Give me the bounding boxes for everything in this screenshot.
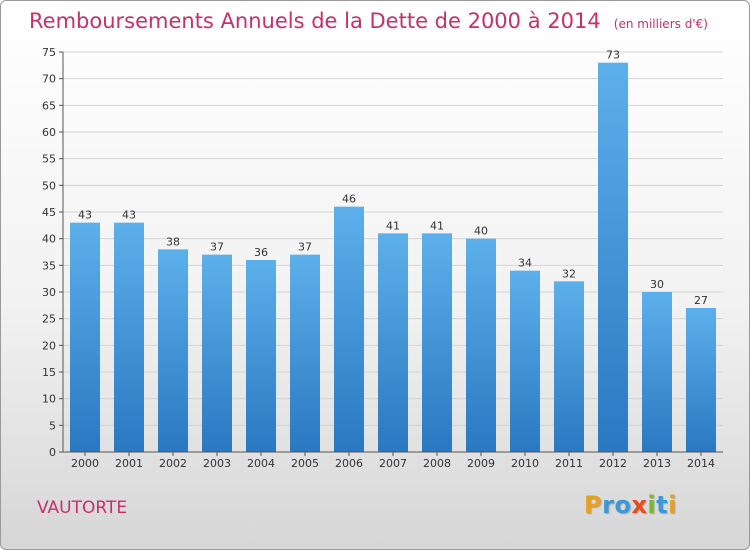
chart-title: Remboursements Annuels de la Dette de 20…: [29, 9, 601, 33]
proxiti-logo: Proxiti: [584, 491, 677, 519]
x-tick-label: 2012: [599, 457, 627, 470]
x-tick-label: 2000: [71, 457, 99, 470]
logo-letter: i: [647, 491, 657, 519]
y-tick-label: 45: [42, 206, 56, 219]
y-tick-label: 35: [42, 259, 56, 272]
x-tick-label: 2013: [643, 457, 671, 470]
bar: [466, 238, 496, 452]
bar: [554, 281, 584, 452]
bar: [290, 254, 320, 452]
x-tick-label: 2002: [159, 457, 187, 470]
y-tick-label: 30: [42, 286, 56, 299]
y-tick-label: 40: [42, 233, 56, 246]
data-label: 46: [342, 193, 356, 206]
x-tick-label: 2011: [555, 457, 583, 470]
y-tick-label: 55: [42, 153, 56, 166]
bar: [422, 233, 452, 452]
bar: [70, 222, 100, 452]
data-label: 41: [430, 219, 444, 232]
data-label: 27: [694, 294, 708, 307]
x-tick-label: 2008: [423, 457, 451, 470]
bar: [642, 292, 672, 452]
data-label: 41: [386, 219, 400, 232]
data-label: 37: [298, 241, 312, 254]
bar: [158, 249, 188, 452]
y-tick-label: 60: [42, 126, 56, 139]
data-label: 40: [474, 225, 488, 238]
x-tick-label: 2004: [247, 457, 275, 470]
bar: [598, 62, 628, 453]
y-tick-label: 20: [42, 339, 56, 352]
bar: [334, 206, 364, 452]
x-tick-label: 2009: [467, 457, 495, 470]
logo-letter: i: [668, 491, 677, 519]
y-tick-label: 65: [42, 99, 56, 112]
logo-letter: t: [656, 491, 669, 519]
labels: 43 2000 43 2001 38 2002 37 2003 36 2004 37 2005 46 20…: [71, 49, 715, 470]
bars: [70, 62, 716, 453]
x-tick-label: 2014: [687, 457, 715, 470]
bar: [510, 270, 540, 452]
x-tick-label: 2006: [335, 457, 363, 470]
data-label: 32: [562, 267, 576, 280]
data-label: 43: [78, 209, 92, 222]
data-label: 73: [606, 49, 620, 62]
bar: [114, 222, 144, 452]
y-tick-label: 50: [42, 179, 56, 192]
y-tick-label: 5: [49, 419, 56, 432]
x-tick-label: 2001: [115, 457, 143, 470]
x-tick-label: 2005: [291, 457, 319, 470]
x-tick-label: 2010: [511, 457, 539, 470]
bar: [378, 233, 408, 452]
data-label: 38: [166, 235, 180, 248]
logo-letter: P: [584, 491, 603, 519]
y-tick-label: 70: [42, 73, 56, 86]
x-tick-label: 2003: [203, 457, 231, 470]
bar: [246, 260, 276, 452]
logo-letter: x: [631, 491, 648, 519]
logo-letter: r: [602, 491, 615, 519]
bar: [686, 308, 716, 452]
data-label: 34: [518, 257, 532, 270]
y-tick-label: 0: [49, 446, 56, 459]
data-label: 43: [122, 209, 136, 222]
data-label: 37: [210, 241, 224, 254]
logo-letter: o: [614, 491, 632, 519]
y-tick-label: 10: [42, 393, 56, 406]
axes: 0 5 10 15 20 25 30 35 40 45 50 55 60 65 70 75: [42, 46, 723, 459]
data-label: 30: [650, 278, 664, 291]
data-label: 36: [254, 246, 268, 259]
chart-subtitle: (en milliers d'€): [613, 17, 708, 31]
y-tick-label: 25: [42, 313, 56, 326]
y-tick-label: 15: [42, 366, 56, 379]
commune-name: VAUTORTE: [37, 498, 128, 518]
x-tick-label: 2007: [379, 457, 407, 470]
title-line: Remboursements Annuels de la Dette de 20…: [29, 9, 708, 33]
y-tick-label: 75: [42, 46, 56, 59]
bar: [202, 254, 232, 452]
